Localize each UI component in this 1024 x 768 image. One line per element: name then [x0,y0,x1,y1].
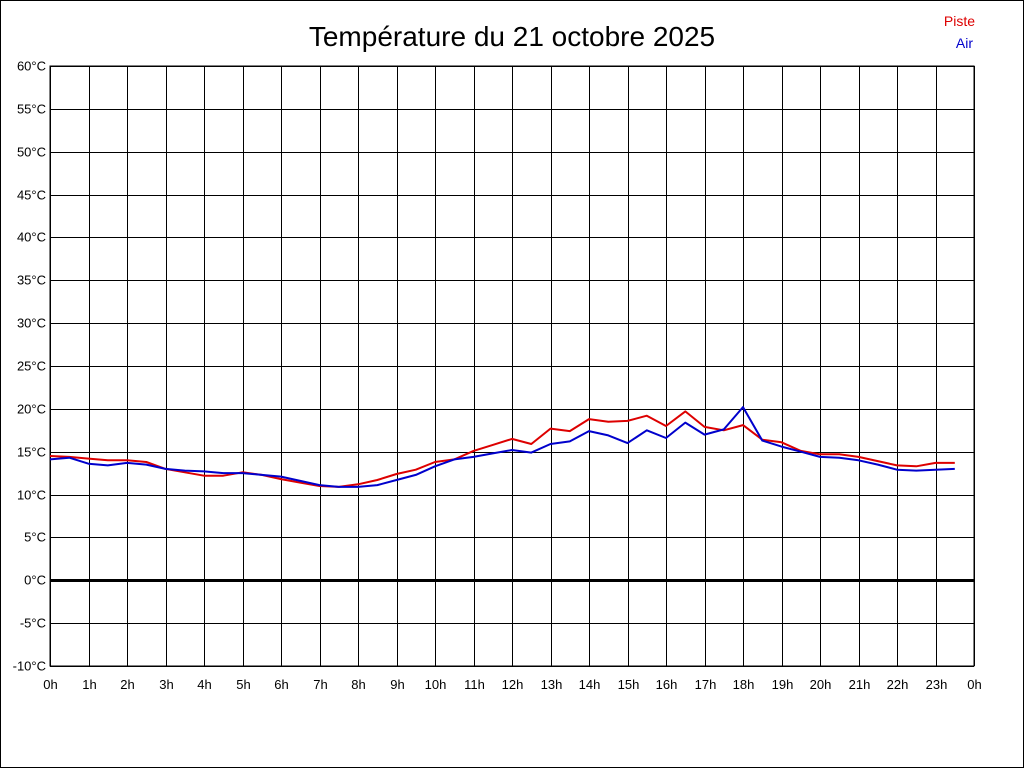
y-tick-label: 20°C [17,402,46,417]
x-tick-label: 10h [425,677,447,692]
x-tick-label: 16h [656,677,678,692]
x-tick-label: 18h [733,677,755,692]
legend: Piste Air [944,13,975,51]
y-tick-label: 60°C [17,59,46,74]
y-tick-label: 40°C [17,230,46,245]
x-tick-label: 12h [502,677,524,692]
x-tick-label: 15h [618,677,640,692]
x-tick-label: 14h [579,677,601,692]
series-lines [49,406,955,488]
legend-item-air: Air [956,35,973,51]
y-tick-label: 10°C [17,488,46,503]
y-tick-label: -10°C [13,659,46,674]
x-tick-label: 23h [926,677,948,692]
x-tick-label: 8h [351,677,365,692]
y-tick-label: 30°C [17,316,46,331]
chart-title: Température du 21 octobre 2025 [309,21,715,52]
series-line-air [49,406,955,488]
x-tick-label: 22h [887,677,909,692]
x-axis-ticks: 0h 1h 2h 3h 4h 5h 6h 7h 8h 9h 10h 11h 12h 13h 14h 15h 16… [43,677,981,692]
x-tick-label: 17h [695,677,717,692]
x-tick-label: 7h [313,677,327,692]
y-axis-ticks: 60°C 55°C 50°C 45°C 40°C 35°C 30°C 25°C 20°C 15°C… [13,59,46,674]
legend-item-piste: Piste [944,13,975,29]
x-tick-label: 0h [43,677,57,692]
y-tick-label: 5°C [24,530,46,545]
x-tick-label: 0h [967,677,981,692]
x-tick-label: 4h [197,677,211,692]
x-tick-label: 5h [236,677,250,692]
y-tick-label: 0°C [24,573,46,588]
x-tick-label: 1h [82,677,96,692]
y-tick-label: 35°C [17,273,46,288]
x-tick-label: 20h [810,677,832,692]
series-line-piste [49,410,955,488]
x-tick-label: 13h [541,677,563,692]
y-tick-label: 25°C [17,359,46,374]
y-tick-label: 45°C [17,188,46,203]
y-tick-label: 55°C [17,102,46,117]
x-tick-label: 2h [120,677,134,692]
x-tick-label: 11h [464,677,485,692]
x-tick-label: 21h [849,677,871,692]
x-tick-label: 6h [274,677,288,692]
y-tick-label: 15°C [17,445,46,460]
grid [49,65,975,667]
y-tick-label: 50°C [17,145,46,160]
x-tick-label: 19h [772,677,794,692]
y-tick-label: -5°C [20,616,46,631]
x-tick-label: 3h [159,677,173,692]
x-tick-label: 9h [390,677,404,692]
